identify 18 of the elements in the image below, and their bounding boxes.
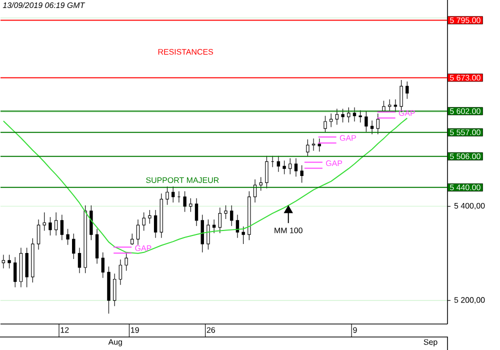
candlestick (276, 156, 280, 172)
candlestick (118, 259, 122, 286)
candlestick (136, 219, 140, 246)
candlestick (294, 158, 298, 177)
candlestick (212, 219, 216, 234)
candlestick (194, 198, 198, 226)
candlestick (370, 120, 374, 135)
candlestick (394, 99, 398, 112)
candlestick (36, 219, 40, 250)
candlestick (60, 214, 64, 240)
candlestick (95, 228, 99, 264)
candlestick (312, 138, 316, 151)
candlestick (78, 247, 82, 274)
candlestick (352, 107, 356, 122)
candlestick (335, 108, 339, 126)
candlestick (2, 254, 6, 269)
candlestick (19, 247, 23, 288)
candlestick (154, 210, 158, 238)
